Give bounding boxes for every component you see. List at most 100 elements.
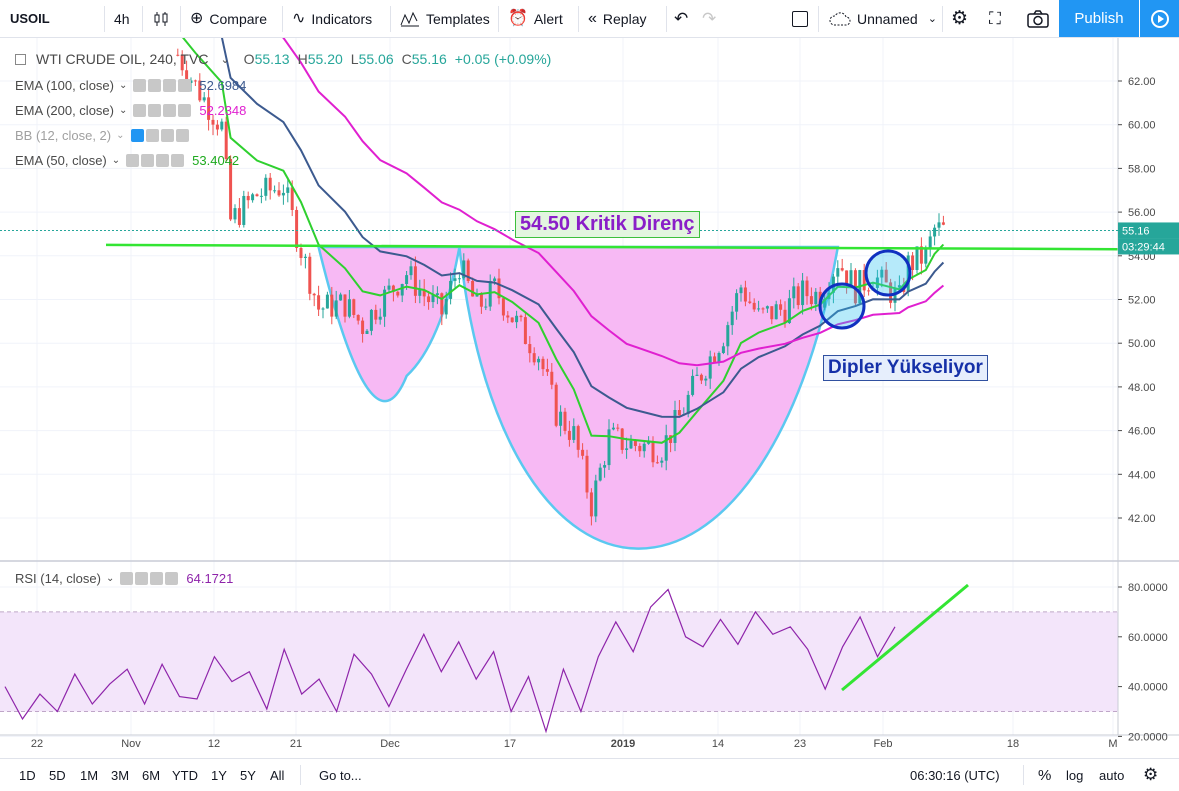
- templates-button[interactable]: Templates: [400, 0, 490, 37]
- rsi-tick-label: 80.0000: [1128, 582, 1168, 594]
- fullscreen-toggle-button[interactable]: [792, 0, 808, 37]
- ema50-label[interactable]: EMA (50, close): [15, 153, 107, 168]
- toolbar-divider: [180, 6, 181, 32]
- study-buttons[interactable]: [133, 79, 193, 92]
- candle-body: [431, 295, 435, 303]
- settings-button[interactable]: ⚙: [951, 0, 968, 37]
- chart-style-button[interactable]: [152, 0, 170, 37]
- candle-body: [383, 289, 387, 317]
- bb-label[interactable]: BB (12, close, 2): [15, 128, 112, 143]
- snapshot-button[interactable]: [1027, 0, 1049, 37]
- candle-body: [647, 441, 651, 444]
- price-tick-label: 48.00: [1128, 382, 1156, 394]
- auto-toggle[interactable]: auto: [1099, 767, 1125, 783]
- study-buttons[interactable]: [133, 104, 193, 117]
- candle-body: [581, 449, 585, 456]
- utc-clock[interactable]: 06:30:16 (UTC): [910, 767, 1000, 783]
- toolbar-divider: [142, 6, 143, 32]
- candle-body: [462, 260, 466, 279]
- interval-button[interactable]: 4h: [114, 10, 130, 27]
- candle-body: [867, 290, 871, 292]
- publish-button[interactable]: Publish: [1059, 0, 1139, 37]
- range-all[interactable]: All: [270, 767, 285, 783]
- candle-body: [501, 298, 505, 316]
- rewind-icon: «: [588, 9, 597, 27]
- range-1d[interactable]: 1D: [19, 767, 36, 783]
- settings-button[interactable]: ⚙: [1143, 759, 1158, 791]
- resistance-label[interactable]: 54.50 Kritik Direnç: [515, 211, 700, 238]
- rsi-band-fill: [0, 611, 1118, 712]
- indicators-button[interactable]: ∿ Indicators: [292, 0, 372, 37]
- replay-button[interactable]: « Replay: [588, 0, 647, 37]
- chevron-down-icon[interactable]: ⌄: [119, 80, 128, 91]
- fullscreen-button[interactable]: ⛶: [989, 0, 1001, 37]
- candle-body: [347, 299, 351, 317]
- redo-button[interactable]: ↷: [702, 0, 716, 37]
- range-6m[interactable]: 6M: [142, 767, 161, 783]
- candle-body: [391, 285, 395, 292]
- symbol-search[interactable]: USOIL: [10, 11, 50, 26]
- time-tick-label: 17: [504, 738, 516, 750]
- layout-button[interactable]: Unnamed ⌄: [828, 0, 937, 37]
- chevron-down-icon[interactable]: ⌄: [105, 573, 115, 584]
- range-3m[interactable]: 3M: [111, 767, 130, 783]
- candle-body: [669, 435, 673, 443]
- candle-body: [246, 195, 250, 201]
- candle-body: [739, 287, 743, 294]
- range-5d[interactable]: 5D: [49, 767, 66, 783]
- ema200-label[interactable]: EMA (200, close): [15, 103, 114, 118]
- percent-toggle[interactable]: %: [1038, 766, 1052, 784]
- study-buttons[interactable]: [120, 572, 180, 585]
- candle-body: [911, 255, 915, 271]
- candle-body: [713, 356, 717, 363]
- candle-body: [286, 187, 290, 193]
- candle-body: [792, 286, 796, 299]
- time-tick-label: 18: [1007, 738, 1019, 750]
- range-1m[interactable]: 1M: [80, 767, 99, 783]
- collapse-icon[interactable]: [15, 53, 26, 65]
- candle-body: [312, 293, 316, 296]
- study-buttons[interactable]: [126, 154, 186, 167]
- candle-body: [215, 124, 219, 130]
- candle-body: [677, 410, 681, 416]
- chart-canvas[interactable]: 22 Nov 12 21 Dec 17 2019 14 23 Feb 18 M 62.00 60.00 58…: [0, 0, 1179, 758]
- candle-body: [400, 284, 404, 296]
- ema100-value: 52.6984: [199, 78, 247, 93]
- range-ytd[interactable]: YTD: [172, 767, 198, 783]
- range-5y[interactable]: 5Y: [240, 767, 256, 783]
- low-circle-1: [818, 282, 866, 330]
- rising-lows-label[interactable]: Dipler Yükseliyor: [823, 355, 988, 381]
- high-label: H: [297, 51, 308, 67]
- ema100-label[interactable]: EMA (100, close): [15, 78, 114, 93]
- candle-body: [198, 80, 202, 101]
- candle-body: [255, 194, 259, 197]
- chevron-down-icon[interactable]: ⌄: [119, 105, 128, 116]
- rsi-label[interactable]: RSI (14, close): [15, 571, 101, 586]
- study-buttons[interactable]: [130, 129, 191, 142]
- candle-body: [281, 192, 285, 196]
- candle-body: [708, 356, 712, 379]
- chevron-down-icon[interactable]: ⌄: [220, 53, 230, 66]
- log-toggle[interactable]: log: [1066, 767, 1084, 783]
- candle-body: [541, 358, 545, 370]
- chart-area[interactable]: 22 Nov 12 21 Dec 17 2019 14 23 Feb 18 M 62.00 60.00 58…: [0, 0, 1179, 758]
- candle-body: [563, 411, 567, 431]
- chevron-down-icon[interactable]: ⌄: [111, 155, 121, 166]
- ema50-legend: EMA (50, close) ⌄ 53.4042: [15, 153, 239, 168]
- candle-body: [823, 298, 827, 308]
- play-button[interactable]: [1140, 0, 1179, 37]
- candle-body: [317, 295, 321, 310]
- candle-body: [787, 298, 791, 324]
- user-drawings[interactable]: [105, 243, 1119, 692]
- alert-button[interactable]: ⏰ Alert: [508, 0, 563, 37]
- candle-body: [352, 299, 356, 315]
- bottombar-divider: [1023, 765, 1024, 785]
- resistance-line: [105, 243, 1119, 251]
- goto-button[interactable]: Go to...: [319, 767, 362, 783]
- range-1y[interactable]: 1Y: [211, 767, 227, 783]
- compare-button[interactable]: ⊕ Compare: [190, 0, 267, 37]
- candle-body: [765, 306, 769, 309]
- ema200-line: [235, 0, 945, 367]
- undo-button[interactable]: ↶: [674, 0, 688, 37]
- chevron-down-icon[interactable]: ⌄: [116, 130, 125, 141]
